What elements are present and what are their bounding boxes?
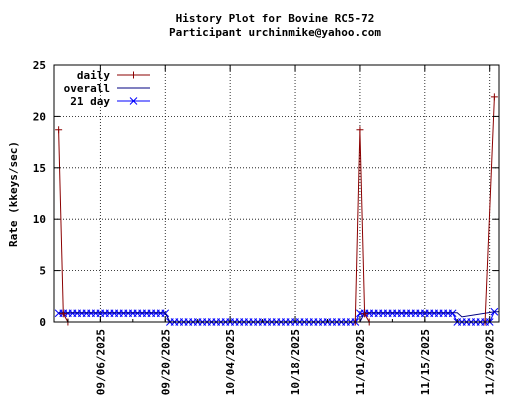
x-tick-label: 11/01/2025 <box>354 329 367 395</box>
legend-marker-daily <box>130 71 137 79</box>
x-tick-label: 11/15/2025 <box>419 329 432 395</box>
y-axis-label: Rate (kkeys/sec) <box>7 141 20 247</box>
x-tick-label: 11/29/2025 <box>484 329 497 395</box>
grid-lines <box>54 65 499 322</box>
data-point-21-day <box>448 309 457 318</box>
data-point-daily <box>361 310 369 318</box>
data-point-daily <box>356 126 364 134</box>
data-point-daily <box>55 126 63 134</box>
marker-stroke <box>129 97 138 105</box>
data-point-daily <box>490 93 498 101</box>
series-line-daily <box>58 96 495 323</box>
y-tick-label: 10 <box>33 213 46 226</box>
chart-title: History Plot for Bovine RC5-72 <box>176 12 375 25</box>
x-tick-label: 10/18/2025 <box>289 329 302 395</box>
y-tick-label: 25 <box>33 59 46 72</box>
y-tick-label: 0 <box>39 316 46 329</box>
y-tick-label: 20 <box>33 110 46 123</box>
legend-label-overall: overall <box>64 82 110 95</box>
y-tick-label: 15 <box>33 162 46 175</box>
data-point-daily <box>59 310 67 318</box>
x-tick-label: 09/20/2025 <box>159 329 172 395</box>
x-tick-label: 10/04/2025 <box>224 329 237 395</box>
chart-subtitle: Participant urchinmike@yahoo.com <box>169 26 381 39</box>
legend-label-21-day: 21 day <box>70 95 110 108</box>
legend-marker-21-day <box>129 97 138 105</box>
marker-stroke <box>448 309 457 318</box>
x-tick-label: 09/06/2025 <box>94 329 107 395</box>
y-tick-label: 5 <box>39 265 46 278</box>
plot-frame <box>53 64 500 323</box>
legend-label-daily: daily <box>77 69 110 82</box>
axes: 0 5 10 15 20 25 09/06/2025 09/20/2025 10/04/2025… <box>33 59 499 395</box>
series-layer <box>54 93 499 326</box>
